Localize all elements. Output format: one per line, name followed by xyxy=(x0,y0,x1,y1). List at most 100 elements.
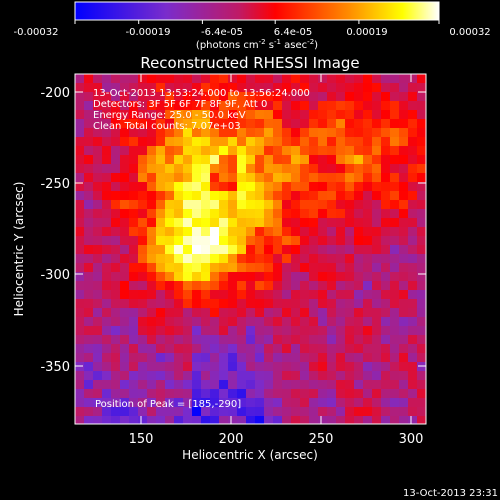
image-pixel xyxy=(291,173,301,183)
image-pixel xyxy=(237,119,247,129)
image-pixel xyxy=(327,110,337,120)
image-pixel xyxy=(309,245,319,255)
image-pixel xyxy=(129,128,139,138)
image-pixel xyxy=(192,272,202,282)
image-pixel xyxy=(228,317,238,327)
image-pixel xyxy=(156,209,166,219)
image-pixel xyxy=(390,353,400,363)
image-pixel xyxy=(309,290,319,300)
image-pixel xyxy=(228,407,238,417)
image-pixel xyxy=(75,335,85,345)
image-pixel xyxy=(237,272,247,282)
image-pixel xyxy=(372,380,382,390)
image-pixel xyxy=(246,371,256,381)
image-pixel xyxy=(165,74,175,84)
image-pixel xyxy=(201,218,211,228)
image-pixel xyxy=(129,308,139,318)
image-pixel xyxy=(102,398,112,408)
image-pixel xyxy=(309,182,319,192)
image-pixel xyxy=(363,101,373,111)
image-pixel xyxy=(219,110,229,120)
image-pixel xyxy=(147,173,157,183)
image-pixel xyxy=(282,74,292,84)
image-pixel xyxy=(336,272,346,282)
image-pixel xyxy=(408,371,418,381)
image-pixel xyxy=(282,128,292,138)
image-pixel xyxy=(192,290,202,300)
image-pixel xyxy=(138,128,148,138)
image-pixel xyxy=(282,110,292,120)
image-pixel xyxy=(111,101,121,111)
image-pixel xyxy=(300,416,310,424)
image-pixel xyxy=(84,110,94,120)
image-pixel xyxy=(93,371,103,381)
image-pixel xyxy=(282,263,292,273)
image-pixel xyxy=(111,326,121,336)
image-pixel xyxy=(264,371,274,381)
image-pixel xyxy=(300,290,310,300)
image-pixel xyxy=(228,182,238,192)
image-pixel xyxy=(219,191,229,201)
image-pixel xyxy=(129,245,139,255)
image-pixel xyxy=(237,290,247,300)
image-pixel xyxy=(138,317,148,327)
image-pixel xyxy=(345,101,355,111)
colorbar-units: (photons cm-2 s-1 asec-2) xyxy=(196,38,318,51)
image-pixel xyxy=(138,389,148,399)
image-pixel xyxy=(399,83,409,93)
image-pixel xyxy=(408,353,418,363)
image-pixel xyxy=(354,398,364,408)
image-pixel xyxy=(120,137,130,147)
image-pixel xyxy=(174,290,184,300)
image-pixel xyxy=(75,407,85,417)
image-pixel xyxy=(318,317,328,327)
image-pixel xyxy=(183,137,193,147)
image-pixel xyxy=(417,398,426,408)
image-pixel xyxy=(327,200,337,210)
image-pixel xyxy=(183,236,193,246)
image-pixel xyxy=(102,344,112,354)
image-pixel xyxy=(201,128,211,138)
image-pixel xyxy=(237,308,247,318)
image-pixel xyxy=(273,92,283,102)
image-pixel xyxy=(84,299,94,309)
image-pixel xyxy=(300,281,310,291)
image-pixel xyxy=(138,236,148,246)
image-pixel xyxy=(291,110,301,120)
image-pixel xyxy=(210,407,220,417)
image-pixel xyxy=(120,371,130,381)
image-pixel xyxy=(120,155,130,165)
image-pixel xyxy=(372,389,382,399)
image-pixel xyxy=(183,110,193,120)
image-pixel xyxy=(372,263,382,273)
image-pixel xyxy=(318,407,328,417)
image-pixel xyxy=(156,227,166,237)
image-pixel xyxy=(174,173,184,183)
image-pixel xyxy=(246,398,256,408)
image-pixel xyxy=(147,110,157,120)
image-pixel xyxy=(219,398,229,408)
image-pixel xyxy=(165,389,175,399)
image-pixel xyxy=(147,335,157,345)
image-pixel xyxy=(318,245,328,255)
image-pixel xyxy=(165,137,175,147)
image-pixel xyxy=(309,227,319,237)
image-pixel xyxy=(282,362,292,372)
image-pixel xyxy=(354,281,364,291)
image-pixel xyxy=(228,74,238,84)
image-pixel xyxy=(381,155,391,165)
image-pixel xyxy=(273,272,283,282)
image-pixel xyxy=(327,407,337,417)
image-pixel xyxy=(390,389,400,399)
image-pixel xyxy=(264,362,274,372)
image-pixel xyxy=(390,173,400,183)
image-pixel xyxy=(408,344,418,354)
x-tick-label: 150 xyxy=(129,432,154,447)
image-pixel xyxy=(282,236,292,246)
image-pixel xyxy=(183,416,193,424)
image-pixel xyxy=(138,101,148,111)
image-pixel xyxy=(372,272,382,282)
image-pixel xyxy=(102,416,112,424)
image-pixel xyxy=(381,236,391,246)
image-pixel xyxy=(183,263,193,273)
